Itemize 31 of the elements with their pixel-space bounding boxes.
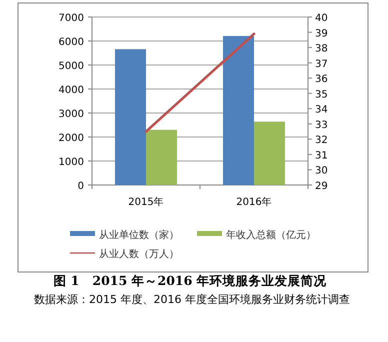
y2-tick-label: 29 [315, 181, 328, 192]
x-tick-label: 2016年 [236, 196, 272, 208]
legend-label: 年收入总额（亿元） [226, 229, 316, 241]
legend-label: 从业人数（万人） [99, 248, 179, 260]
y2-tick-label: 37 [315, 58, 328, 70]
bar [223, 36, 254, 185]
y2-tick-label: 40 [315, 13, 328, 24]
bar [115, 49, 146, 185]
y-tick-label: 2000 [58, 133, 84, 144]
y-tick-label: 1000 [58, 157, 84, 168]
x-tick-label: 2015年 [128, 196, 164, 208]
y2-tick-label: 30 [315, 166, 328, 177]
y2-tick-label: 38 [315, 44, 328, 55]
text: 图 1 2015 年～2016 年环境服务业发展简况 [53, 273, 328, 288]
y2-tick-label: 34 [315, 104, 328, 116]
y2-tick-label: 31 [315, 150, 328, 162]
bar [254, 122, 285, 185]
legend-label: 从业单位数（家） [99, 229, 179, 241]
y2-tick-label: 32 [315, 135, 328, 146]
y-tick-label: 3000 [58, 109, 84, 120]
y2-tick-label: 39 [315, 28, 328, 40]
y-tick-label: 0 [78, 181, 84, 192]
y-tick-label: 6000 [58, 37, 84, 48]
y2-tick-label: 36 [315, 74, 328, 86]
source-note: 数据来源：2015 年度、2016 年度全国环境服务业财务统计调查 [34, 293, 350, 306]
y-tick-label: 4000 [58, 85, 84, 96]
y-tick-label: 5000 [58, 61, 84, 72]
bar [146, 130, 177, 185]
y-tick-label: 7000 [58, 13, 84, 24]
y2-tick-label: 35 [315, 89, 328, 100]
y2-tick-label: 33 [315, 120, 328, 131]
